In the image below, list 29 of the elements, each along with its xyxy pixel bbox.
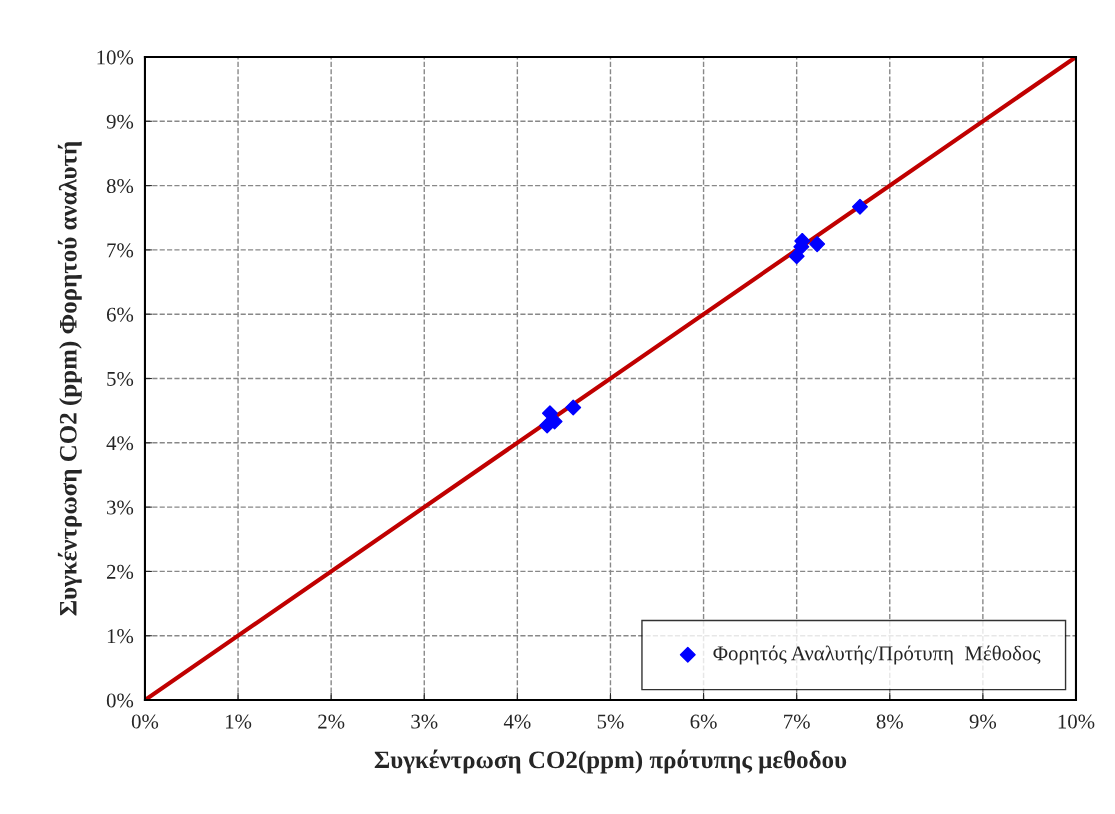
point: [851, 198, 868, 215]
x-tick-label: 1%: [226, 714, 252, 729]
x-tick-label: 10%: [1058, 714, 1095, 729]
x-tick-label: 4%: [503, 714, 531, 729]
x-axis-title: Συγκέντρωση CO2(ppm) πρότυπης μεθοδου: [374, 749, 847, 774]
x-tick-label: 8%: [876, 714, 903, 729]
y-tick-label: 6%: [106, 307, 134, 322]
legend-label: Φορητός Αναλυτής/Πρότυπη Μέθοδος: [713, 645, 1041, 665]
x-tick-label: 5%: [597, 714, 624, 729]
y-tick-label: 10%: [97, 50, 134, 65]
y-axis-title: Συγκέντρωση CO2 (ppm) Φορητού αναλυτή: [57, 141, 82, 616]
y-tick-label: 7%: [107, 243, 134, 258]
y-tick-label: 5%: [107, 371, 134, 387]
point: [788, 248, 805, 265]
x-tick-label: 7%: [784, 714, 810, 729]
y-tick-label: 1%: [107, 629, 134, 644]
x-tick-label: 3%: [411, 714, 438, 729]
x-tick-label: 6%: [690, 714, 717, 729]
y-tick-label: 4%: [106, 436, 134, 451]
y-tick-label: 9%: [106, 114, 134, 129]
y-tick-label: 2%: [106, 564, 134, 579]
y-tick-label: 0%: [106, 693, 134, 708]
x-tick-label: 9%: [969, 714, 997, 729]
x-tick-label: 2%: [318, 714, 345, 729]
y-tick-label: 8%: [106, 178, 134, 194]
point: [809, 236, 826, 253]
x-tick-label: 0%: [131, 714, 159, 729]
y-tick-label: 3%: [107, 500, 134, 515]
point: [565, 399, 582, 416]
